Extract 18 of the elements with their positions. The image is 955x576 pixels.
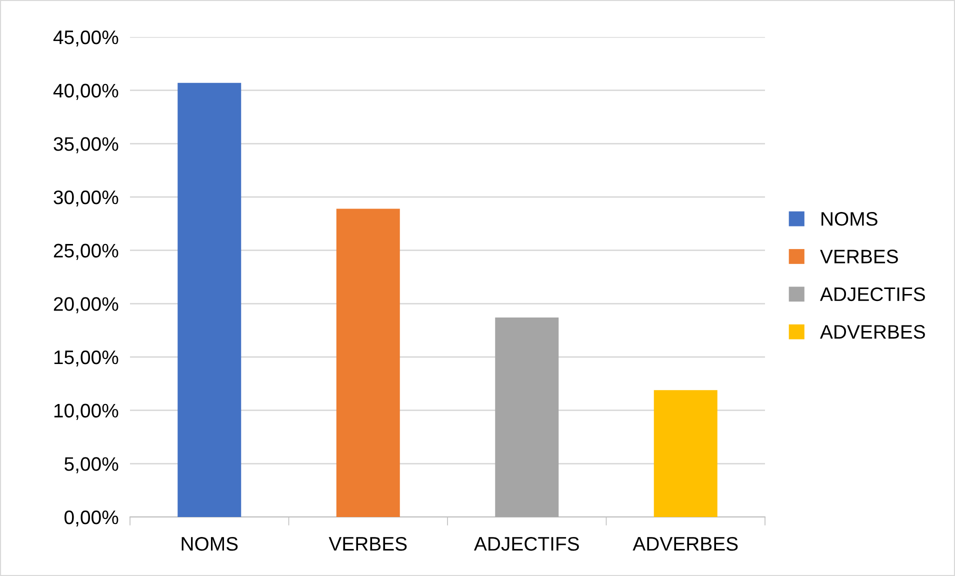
legend-label: VERBES	[820, 250, 898, 264]
y-tick-label: 5,00%	[64, 457, 118, 474]
y-tick-label: 45,00%	[53, 30, 118, 47]
legend-label: ADVERBES	[820, 325, 925, 339]
legend-label: ADJECTIFS	[820, 287, 925, 302]
y-tick-label: 30,00%	[54, 190, 118, 207]
legend-label: NOMS	[822, 212, 878, 226]
x-tick-label: VERBES	[328, 536, 407, 551]
x-tick-label: ADJECTIFS	[474, 536, 579, 551]
y-tick-label: 10,00%	[54, 404, 118, 420]
x-tick-label: ADVERBES	[632, 536, 738, 551]
y-tick-label: 25,00%	[54, 244, 118, 260]
y-tick-label: 15,00%	[54, 350, 118, 367]
y-tick-label: 0,00%	[64, 510, 118, 527]
y-tick-label: 40,00%	[53, 84, 118, 100]
y-tick-label: 35,00%	[54, 137, 118, 154]
x-tick-label: NOMS	[182, 536, 238, 551]
y-tick-label: 20,00%	[54, 297, 118, 314]
